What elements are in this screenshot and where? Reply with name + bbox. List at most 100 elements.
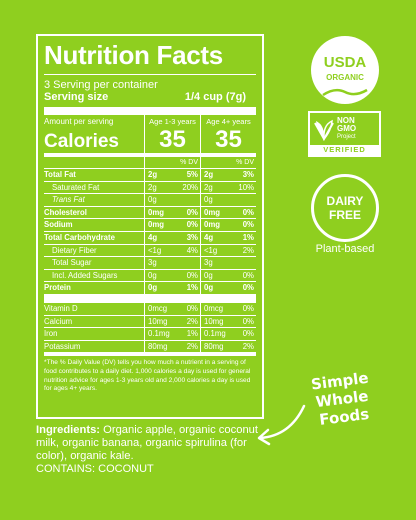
- nutrient-label: Vitamin D: [44, 303, 78, 313]
- nutrient-d1: 1%: [186, 283, 198, 293]
- calories-col-age-1-3: Age 1-3 years 35: [144, 115, 200, 153]
- non-gmo-badge: NON GMO Project VERIFIED: [308, 111, 381, 157]
- nutrient-d1: [172, 194, 200, 206]
- nutrient-a1: 10mg: [144, 315, 172, 328]
- nutrient-label: Potassium: [44, 341, 81, 351]
- nutrient-a1: 80mg: [144, 340, 172, 353]
- nutrient-a2: <1g: [200, 244, 228, 257]
- amount-per-serving: Amount per serving: [44, 117, 114, 126]
- table-row: Vitamin D 0mcg 0% 0mcg 0%: [44, 301, 256, 315]
- nutrient-a1: 0.1mg: [144, 328, 172, 340]
- nutrient-table: Total Fat 2g 5% 2g 3% Saturated Fat 2g 20% 2g 10%…: [44, 168, 256, 294]
- nutrition-facts-title: Nutrition Facts: [44, 40, 223, 70]
- nutrient-a2: 0g: [200, 194, 228, 206]
- dv-header-2: % DV: [200, 157, 256, 168]
- nutrient-d1: 0%: [186, 207, 198, 217]
- col2-age: Age 4+ years: [206, 117, 251, 126]
- ingredients-label: Ingredients:: [36, 424, 101, 436]
- col1-age: Age 1-3 years: [149, 117, 196, 126]
- ingredients-list: Organic apple, organic coconut milk, org…: [36, 424, 258, 462]
- nutrient-d1: 0%: [186, 303, 198, 313]
- divider: [44, 74, 256, 75]
- nutrient-a2: 3g: [200, 257, 228, 269]
- nutrient-a1: 2g: [144, 181, 172, 194]
- dv-header-1: % DV: [144, 157, 200, 168]
- nutrient-d2: 2%: [242, 341, 254, 351]
- free-text: FREE: [328, 208, 361, 222]
- table-row: Saturated Fat 2g 20% 2g 10%: [44, 180, 256, 194]
- nutrient-a1: 4g: [144, 231, 172, 244]
- nutrient-d1: 4%: [186, 245, 198, 255]
- table-row: Calcium 10mg 2% 10mg 0%: [44, 314, 256, 328]
- calories-label: Calories: [44, 131, 119, 152]
- nutrient-a2: 0mg: [200, 206, 228, 219]
- nutrient-a1: 2g: [144, 169, 172, 181]
- nutrient-label: Trans Fat: [52, 195, 85, 205]
- nutrient-d1: 5%: [186, 170, 198, 179]
- nutrient-label: Total Carbohydrate: [44, 232, 115, 242]
- divider-thick: [44, 293, 256, 302]
- nutrient-d1: 2%: [186, 341, 198, 351]
- nutrient-label: Saturated Fat: [52, 182, 100, 192]
- nutrient-d2: 0%: [242, 303, 254, 313]
- nutrient-a2: 0g: [200, 269, 228, 282]
- nutrient-d2: [228, 257, 256, 269]
- table-row: Total Sugar 3g 3g: [44, 256, 256, 269]
- nutrient-a1: 0mg: [144, 219, 172, 231]
- nutrient-d2: 10%: [238, 182, 254, 192]
- nutrient-a2: 0mg: [200, 219, 228, 231]
- non-text: NON: [337, 116, 355, 125]
- nutrient-a1: 0mcg: [144, 302, 172, 315]
- nutrient-label: Cholesterol: [44, 207, 87, 217]
- ingredients-text: Ingredients: Organic apple, organic coco…: [36, 424, 276, 463]
- nutrient-d2: 1%: [242, 232, 254, 242]
- table-row: Total Carbohydrate 4g 3% 4g 1%: [44, 230, 256, 244]
- nutrient-d2: 2%: [242, 245, 254, 255]
- nutrient-label: Total Fat: [44, 170, 76, 179]
- table-row: Sodium 0mg 0% 0mg 0%: [44, 218, 256, 231]
- nutrient-label: Calcium: [44, 316, 73, 326]
- nutrient-a2: 80mg: [200, 340, 228, 353]
- nutrient-d1: [172, 257, 200, 269]
- nutrient-d1: 1%: [186, 329, 198, 339]
- dairy-free-badge: DAIRY FREE: [311, 174, 379, 242]
- serving-size-label: Serving size: [44, 91, 109, 103]
- nutrient-label: Sodium: [44, 220, 73, 230]
- servings-per-container: 3 Serving per container: [44, 79, 158, 91]
- nutrient-label: Dietary Fiber: [52, 245, 97, 255]
- calories-col-age-4: Age 4+ years 35: [200, 115, 256, 153]
- plant-based-label: Plant-based: [315, 243, 375, 255]
- divider-medium: [44, 352, 256, 357]
- nutrient-d1: 20%: [182, 182, 198, 192]
- nutrient-d1: 0%: [186, 220, 198, 230]
- nutrient-label: Protein: [44, 283, 71, 293]
- daily-value-footnote: *The % Daily Value (DV) tells you how mu…: [44, 359, 251, 393]
- nutrient-a1: 0g: [144, 269, 172, 282]
- verified-text: VERIFIED: [310, 145, 379, 155]
- nutrient-d2: 0%: [242, 207, 254, 217]
- nutrient-d1: 2%: [186, 316, 198, 326]
- divider-thick: [44, 107, 256, 115]
- nutrient-d2: 0%: [242, 283, 254, 293]
- nutrient-d2: 0%: [242, 316, 254, 326]
- gmo-text: GMO: [337, 124, 357, 133]
- serving-size-row: Serving size 1/4 cup (7g): [44, 91, 256, 107]
- usda-wave-icon: [322, 88, 368, 97]
- divider-medium: [44, 153, 256, 157]
- nutrient-a1: 3g: [144, 257, 172, 269]
- nutrient-a2: 0.1mg: [200, 328, 228, 340]
- table-row: Cholesterol 0mg 0% 0mg 0%: [44, 205, 256, 219]
- dairy-text: DAIRY: [326, 194, 364, 208]
- nutrient-label: Total Sugar: [52, 258, 92, 268]
- curved-arrow-icon: [257, 404, 306, 446]
- nutrient-a2: 2g: [200, 181, 228, 194]
- vitamin-table: Vitamin D 0mcg 0% 0mcg 0% Calcium 10mg 2% 10mg 0%…: [44, 301, 256, 353]
- usda-organic-badge: USDA ORGANIC: [311, 36, 379, 104]
- nutrient-d2: 0%: [242, 220, 254, 230]
- nutrient-d2: [228, 194, 256, 206]
- nutrient-a2: 0g: [200, 282, 228, 294]
- nutrient-a2: 0mcg: [200, 302, 228, 315]
- nutrient-a1: 0g: [144, 282, 172, 294]
- contains-allergen: CONTAINS: COCONUT: [36, 463, 154, 475]
- nutrient-d1: 0%: [186, 270, 198, 280]
